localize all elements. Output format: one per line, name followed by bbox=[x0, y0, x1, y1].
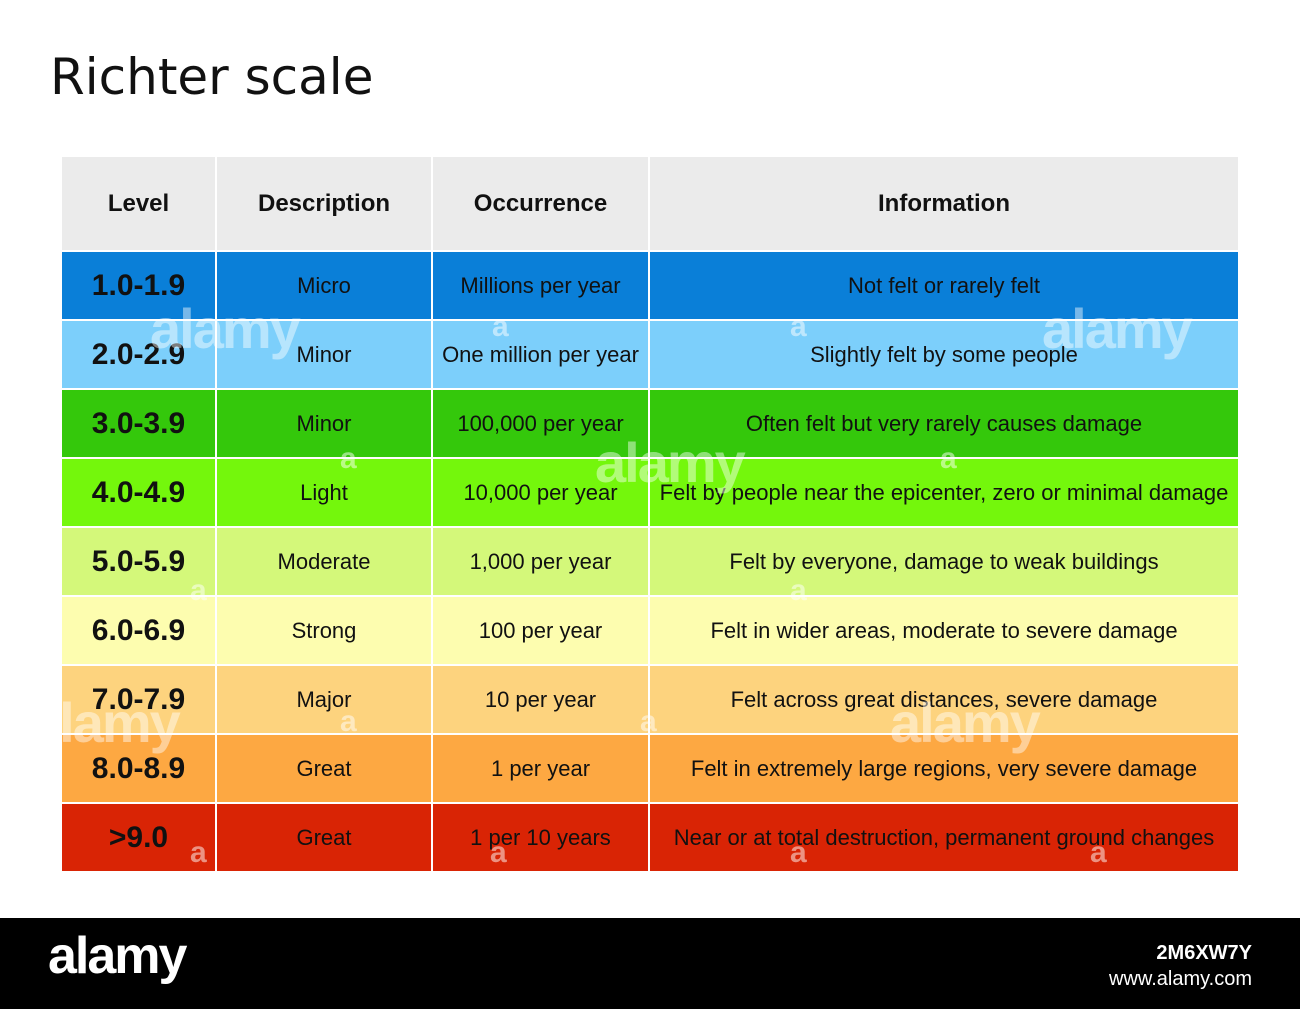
level-cell: 6.0-6.9 bbox=[62, 597, 215, 664]
level-cell: 4.0-4.9 bbox=[62, 459, 215, 526]
information-cell: Not felt or rarely felt bbox=[650, 252, 1238, 319]
occurrence-cell: Millions per year bbox=[433, 252, 648, 319]
footer-logo: alamy bbox=[48, 927, 187, 985]
information-cell: Felt across great distances, severe dama… bbox=[650, 666, 1238, 733]
image-id: 2M6XW7Y bbox=[1156, 942, 1252, 964]
description-cell: Minor bbox=[217, 390, 431, 457]
level-cell: 5.0-5.9 bbox=[62, 528, 215, 595]
site-url: www.alamy.com bbox=[1109, 968, 1252, 990]
occurrence-cell: 10 per year bbox=[433, 666, 648, 733]
description-cell: Great bbox=[217, 735, 431, 802]
page-title: Richter scale bbox=[50, 48, 374, 106]
information-cell: Near or at total destruction, permanent … bbox=[650, 804, 1238, 871]
description-cell: Strong bbox=[217, 597, 431, 664]
information-cell: Felt by people near the epicenter, zero … bbox=[650, 459, 1238, 526]
occurrence-cell: 1 per year bbox=[433, 735, 648, 802]
footer-meta: 2M6XW7Y www.alamy.com bbox=[1109, 940, 1252, 992]
level-cell: 2.0-2.9 bbox=[62, 321, 215, 388]
description-cell: Micro bbox=[217, 252, 431, 319]
level-cell: >9.0 bbox=[62, 804, 215, 871]
occurrence-cell: 1 per 10 years bbox=[433, 804, 648, 871]
level-cell: 7.0-7.9 bbox=[62, 666, 215, 733]
occurrence-cell: One million per year bbox=[433, 321, 648, 388]
occurrence-cell: 100,000 per year bbox=[433, 390, 648, 457]
information-cell: Felt in extremely large regions, very se… bbox=[650, 735, 1238, 802]
header-information: Information bbox=[650, 157, 1238, 250]
description-cell: Light bbox=[217, 459, 431, 526]
information-cell: Felt by everyone, damage to weak buildin… bbox=[650, 528, 1238, 595]
footer-bar bbox=[0, 918, 1300, 1009]
richter-scale-table: Level Description Occurrence Information… bbox=[62, 157, 1238, 871]
level-cell: 8.0-8.9 bbox=[62, 735, 215, 802]
information-cell: Often felt but very rarely causes damage bbox=[650, 390, 1238, 457]
information-cell: Slightly felt by some people bbox=[650, 321, 1238, 388]
level-cell: 3.0-3.9 bbox=[62, 390, 215, 457]
header-occurrence: Occurrence bbox=[433, 157, 648, 250]
description-cell: Major bbox=[217, 666, 431, 733]
description-cell: Minor bbox=[217, 321, 431, 388]
occurrence-cell: 100 per year bbox=[433, 597, 648, 664]
header-level: Level bbox=[62, 157, 215, 250]
level-cell: 1.0-1.9 bbox=[62, 252, 215, 319]
description-cell: Great bbox=[217, 804, 431, 871]
description-cell: Moderate bbox=[217, 528, 431, 595]
occurrence-cell: 10,000 per year bbox=[433, 459, 648, 526]
header-description: Description bbox=[217, 157, 431, 250]
information-cell: Felt in wider areas, moderate to severe … bbox=[650, 597, 1238, 664]
occurrence-cell: 1,000 per year bbox=[433, 528, 648, 595]
